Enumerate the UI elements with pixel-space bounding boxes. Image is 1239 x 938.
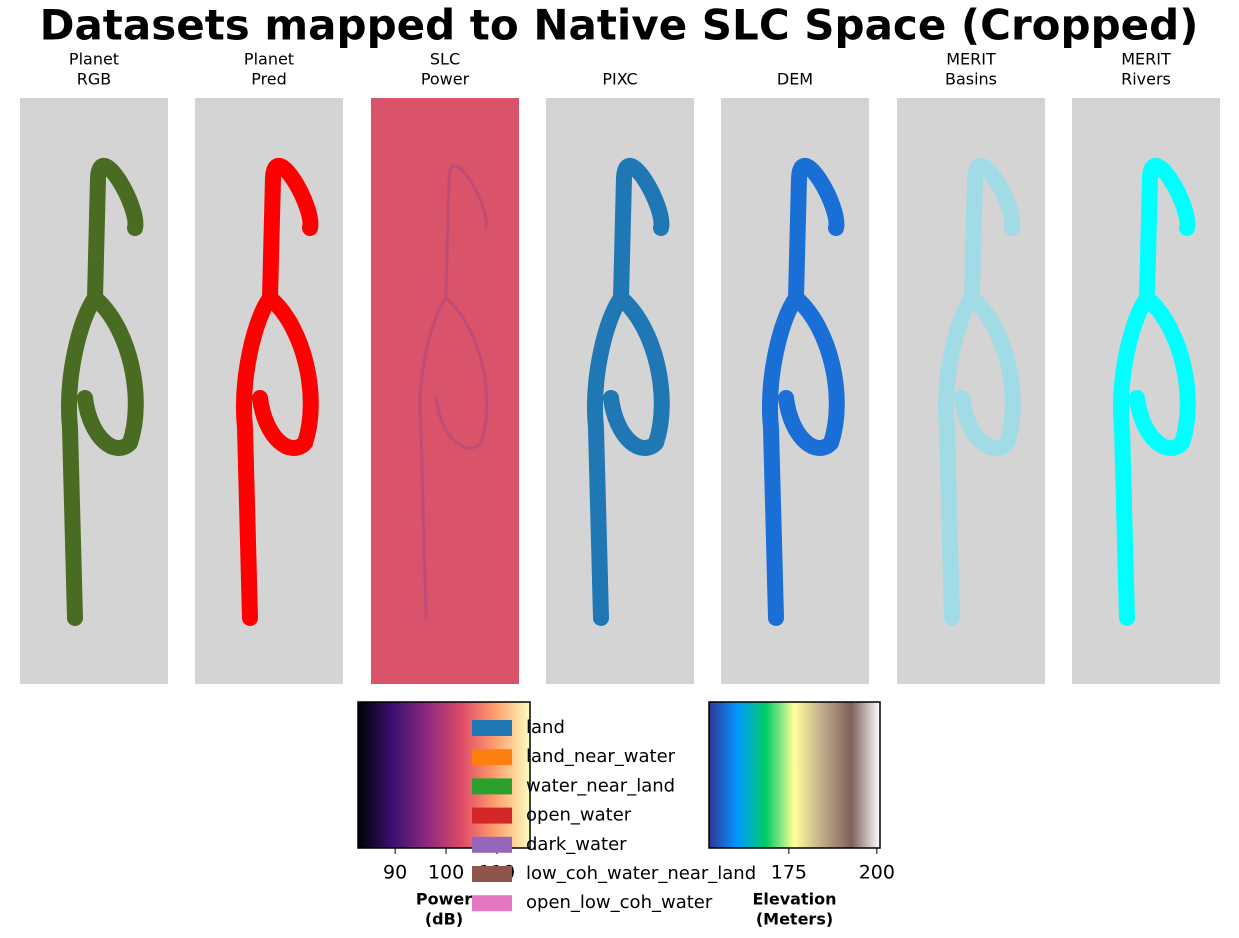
panel-title: Planet xyxy=(244,50,294,69)
legend-label: low_coh_water_near_land xyxy=(526,863,756,884)
panel-title: MERIT xyxy=(946,50,996,69)
legend-swatch xyxy=(472,720,512,736)
panel-image xyxy=(721,98,869,684)
colorbar-label: Elevation xyxy=(752,890,836,909)
panel-image xyxy=(546,98,694,684)
legend-swatch xyxy=(472,895,512,912)
legend-swatch xyxy=(472,866,512,882)
panel-image xyxy=(20,98,168,684)
colorbar-label: Power xyxy=(416,890,472,909)
legend-label: open_low_coh_water xyxy=(526,892,713,913)
colorbar-label: (dB) xyxy=(425,910,463,929)
legend-label: open_water xyxy=(526,805,632,826)
panel-image xyxy=(1072,98,1220,684)
panel-background xyxy=(371,98,519,684)
colorbar xyxy=(708,701,881,849)
panel-title: RGB xyxy=(77,70,112,89)
panel-image xyxy=(897,98,1045,684)
panel-title: Planet xyxy=(69,50,119,69)
legend-label: dark_water xyxy=(526,834,627,855)
legend-swatch xyxy=(472,836,512,853)
panel-title: PIXC xyxy=(602,70,637,89)
tick-label: 90 xyxy=(383,862,407,884)
tick-label: 175 xyxy=(771,862,807,884)
panel-title: Rivers xyxy=(1121,70,1171,89)
panel-title: SLC xyxy=(430,50,460,69)
legend-swatch xyxy=(472,778,512,795)
legend-label: land xyxy=(526,717,565,738)
figure-title: Datasets mapped to Native SLC Space (Cro… xyxy=(40,1,1199,50)
panel-title: MERIT xyxy=(1121,50,1171,69)
tick-label: 100 xyxy=(428,862,464,884)
panel-title: Power xyxy=(421,70,470,89)
legend-swatch xyxy=(472,807,512,824)
panel-title: Basins xyxy=(945,70,997,89)
panel-title: DEM xyxy=(777,70,813,89)
panel-image xyxy=(371,98,519,684)
panel-image xyxy=(195,98,343,684)
legend-label: land_near_water xyxy=(526,746,676,767)
tick-label: 200 xyxy=(859,862,895,884)
panel-title: Pred xyxy=(251,70,287,89)
legend-label: water_near_land xyxy=(526,775,675,796)
legend-swatch xyxy=(472,749,512,766)
colorbar-label: (Meters) xyxy=(756,910,833,929)
